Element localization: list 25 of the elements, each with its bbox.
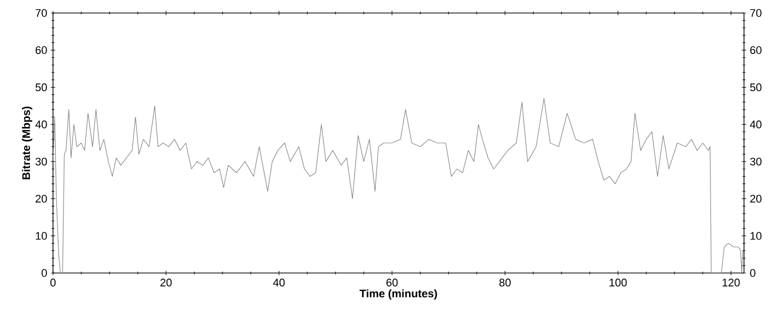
y2-tick-label: 60 [750, 46, 762, 54]
y-tick-label: 70 [36, 9, 47, 17]
y2-tick-label: 20 [750, 194, 762, 203]
y-tick-label: 40 [35, 120, 47, 128]
y2-tick-label: 30 [750, 158, 762, 166]
y-tick-label: 10 [36, 232, 47, 240]
y-tick-label: 30 [36, 158, 47, 166]
y2-tick-label: 10 [750, 232, 762, 240]
y-tick-label: 20 [36, 194, 47, 203]
y-tick-label: 0 [42, 269, 47, 277]
y2-tick-label: 50 [750, 83, 762, 92]
x-tick-label: 80 [499, 278, 511, 286]
x-tick-label: 0 [50, 278, 56, 286]
x-tick-label: 40 [273, 278, 285, 286]
y-axis-title: Bitrate (Mbps) [22, 106, 32, 180]
y2-tick-label: 70 [750, 9, 762, 17]
y-tick-label: 50 [36, 83, 47, 92]
x-tick-label: 100 [610, 278, 627, 286]
y-tick-label: 60 [36, 46, 47, 54]
x-tick-label: 120 [722, 278, 740, 286]
y2-tick-label: 40 [750, 120, 762, 128]
x-tick-label: 20 [160, 278, 172, 286]
x-axis-title: Time (minutes) [360, 289, 437, 300]
x-tick-label: 60 [386, 278, 398, 286]
y2-tick-label: 0 [750, 269, 756, 277]
